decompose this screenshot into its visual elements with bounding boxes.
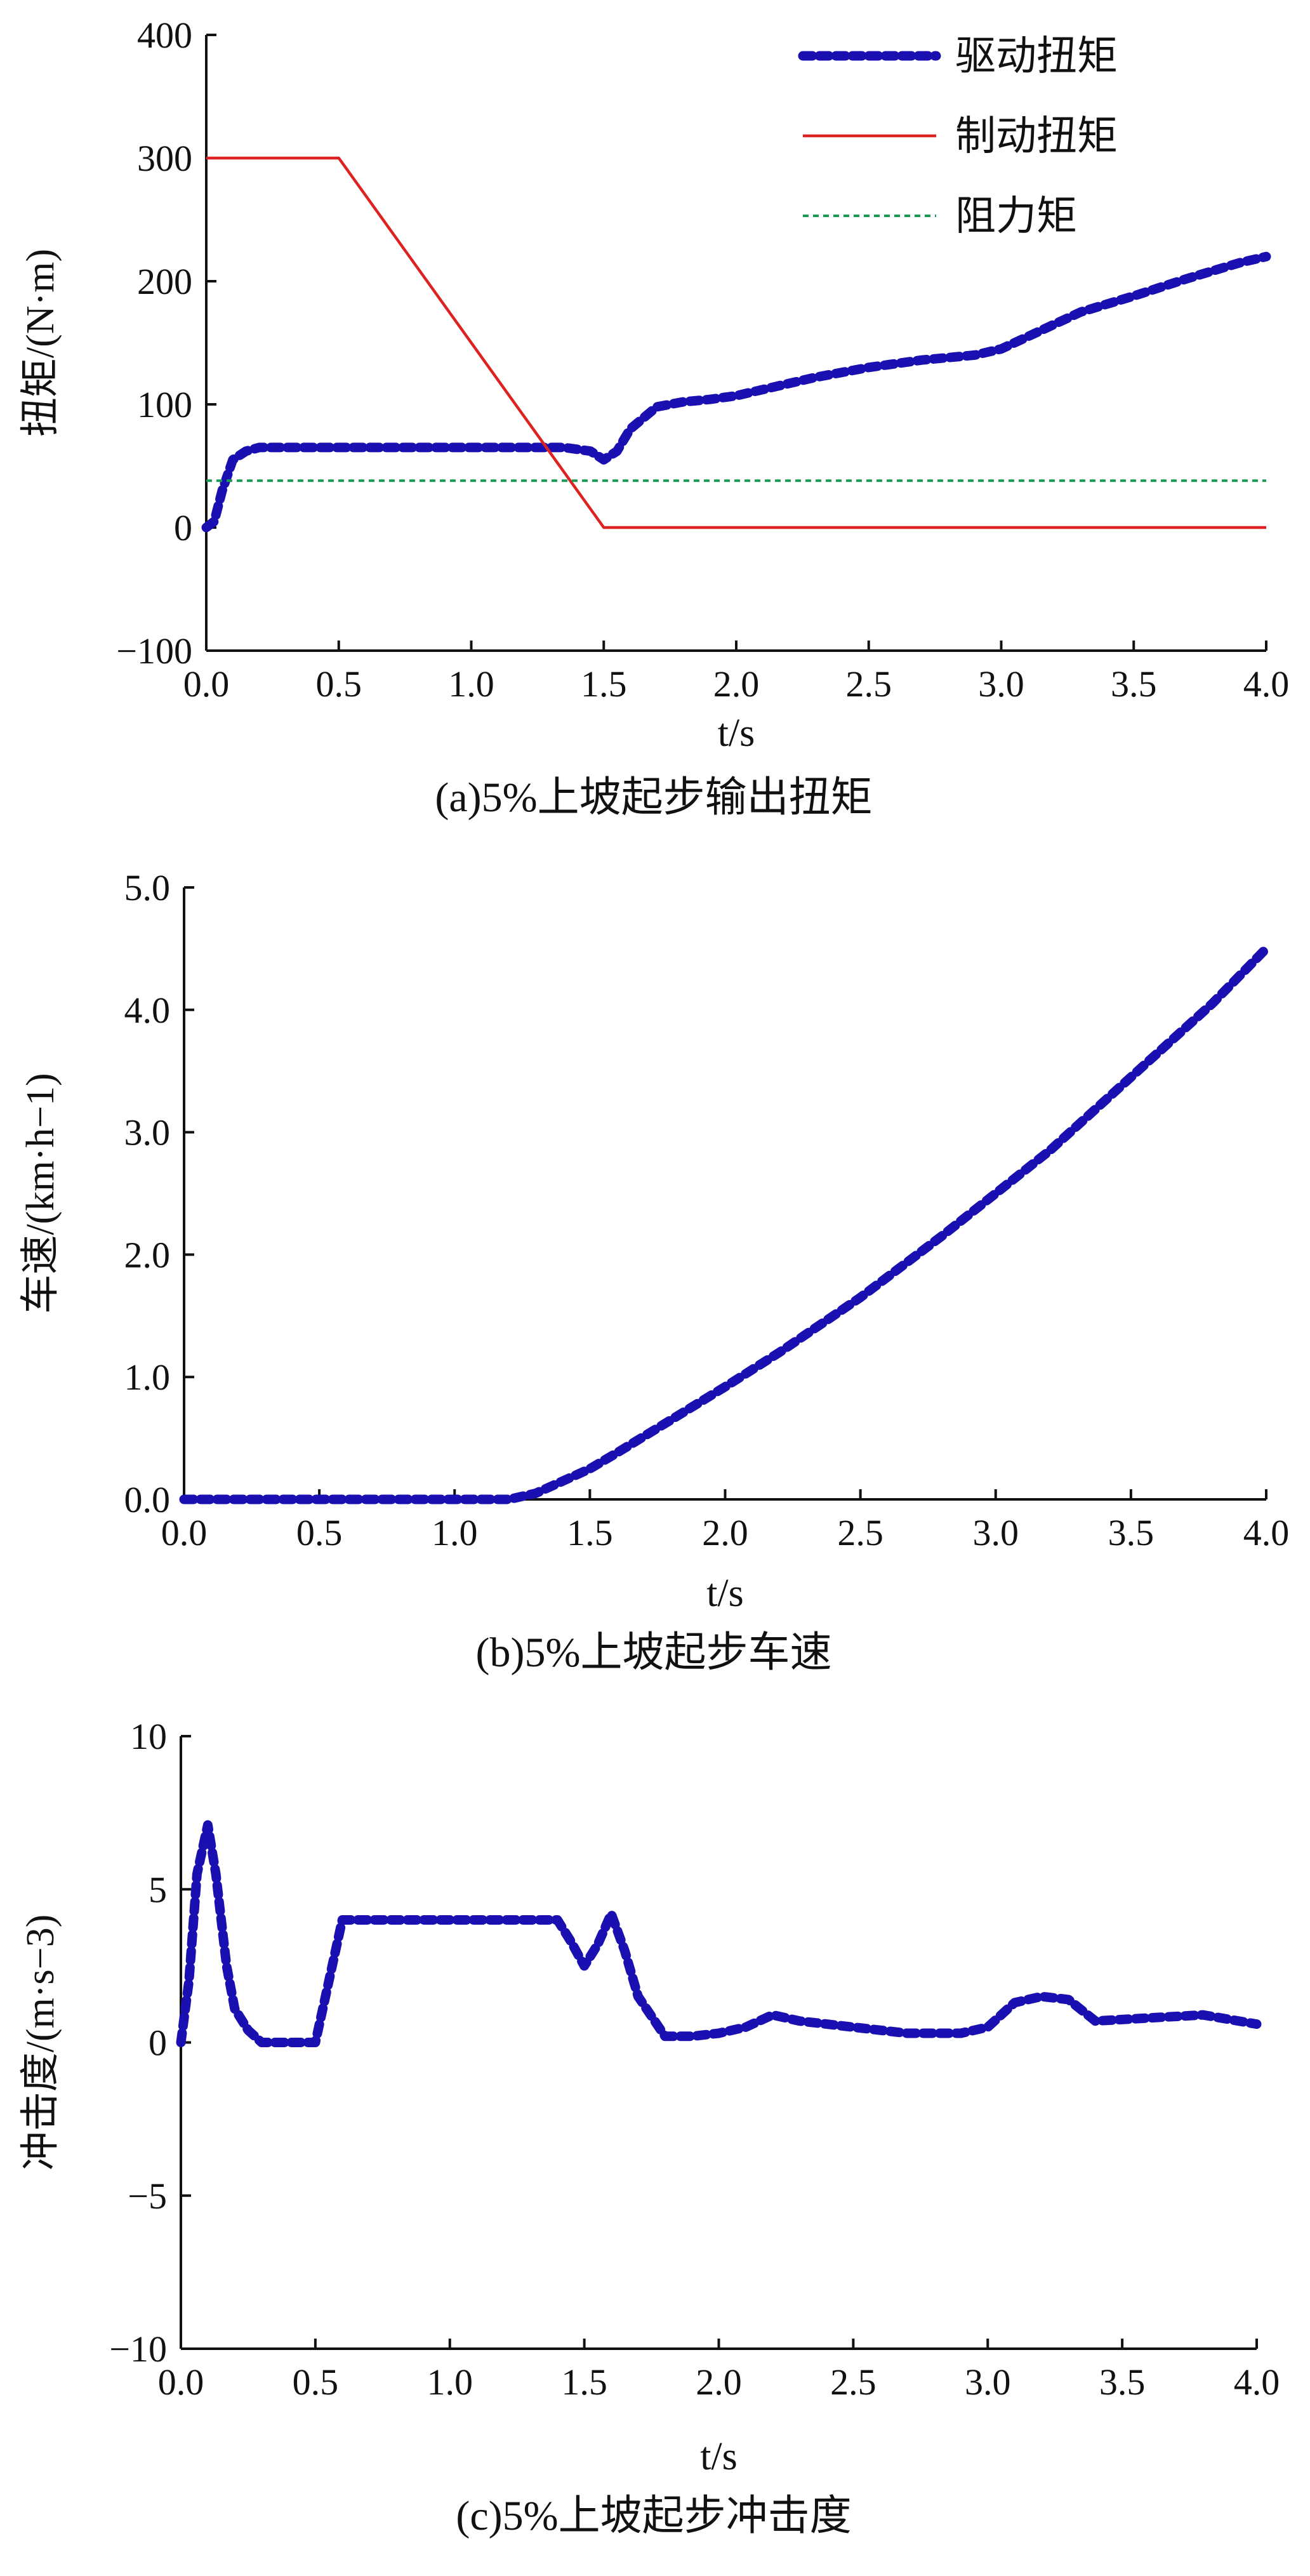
legend-label: 阻力矩 bbox=[955, 193, 1077, 240]
y-tick-label: −5 bbox=[128, 2175, 167, 2217]
x-tick-label: 1.0 bbox=[432, 1512, 478, 1553]
x-axis-label: t/s bbox=[706, 1572, 744, 1615]
x-tick-label: 2.0 bbox=[696, 2361, 742, 2403]
legend-label: 制动扭矩 bbox=[955, 113, 1118, 160]
x-axis-label: t/s bbox=[700, 2435, 738, 2478]
x-tick-label: 0.0 bbox=[161, 1512, 208, 1553]
y-tick-label: 200 bbox=[137, 261, 192, 302]
y-axis-label: 车速/(km·h−1) bbox=[19, 1073, 62, 1313]
x-tick-label: 3.0 bbox=[973, 1512, 1019, 1553]
x-tick-label: 3.5 bbox=[1099, 2361, 1146, 2403]
chart-c: −10 −5 0 5 10 0.0 0.5 1.0 1.5 2.0 2.5 3.0 3.5 4.0 t/s 冲… bbox=[19, 1716, 1280, 2539]
y-tick-label: 400 bbox=[137, 15, 192, 56]
y-tick-label: 5 bbox=[149, 1869, 167, 1910]
x-axis-label: t/s bbox=[718, 712, 755, 755]
y-tick-label: 2.0 bbox=[124, 1234, 171, 1275]
x-tick-label: 3.0 bbox=[978, 663, 1024, 705]
series-line bbox=[176, 1820, 1262, 2047]
x-tick-label: 0.5 bbox=[316, 663, 362, 705]
x-tick-label: 1.0 bbox=[448, 663, 494, 705]
y-tick-label: 0 bbox=[149, 2022, 167, 2064]
x-tick-label: 0.5 bbox=[293, 2361, 339, 2403]
series-line bbox=[206, 156, 1266, 529]
y-tick-label: 300 bbox=[137, 138, 192, 179]
chart-caption: (c)5%上坡起步冲击度 bbox=[456, 2493, 851, 2539]
x-tick-label: 3.5 bbox=[1108, 1512, 1155, 1553]
x-tick-label: 1.5 bbox=[567, 1512, 613, 1553]
x-tick-label: 2.0 bbox=[702, 1512, 748, 1553]
y-tick-label: 0 bbox=[174, 507, 192, 548]
y-axis-label: 扭矩/(N·m) bbox=[19, 249, 62, 437]
x-tick-label: 4.0 bbox=[1234, 2361, 1280, 2403]
x-tick-label: 1.5 bbox=[561, 2361, 607, 2403]
chart-caption: (b)5%上坡起步车速 bbox=[476, 1630, 832, 1676]
y-tick-label: 5.0 bbox=[124, 867, 171, 908]
y-tick-label: −10 bbox=[109, 2328, 167, 2370]
y-tick-label: 10 bbox=[130, 1716, 167, 1757]
y-tick-label: 0.0 bbox=[124, 1479, 171, 1520]
x-tick-label: 3.5 bbox=[1111, 663, 1157, 705]
y-tick-label: 1.0 bbox=[124, 1357, 171, 1398]
x-tick-label: 1.5 bbox=[581, 663, 627, 705]
series-line bbox=[201, 251, 1271, 533]
x-tick-label: 2.0 bbox=[713, 663, 760, 705]
y-tick-label: −100 bbox=[116, 630, 192, 672]
chart-a: −100 0 100 200 300 400 0.0 0.5 1.0 1.5 2.0 2.5 3.0 3.… bbox=[19, 15, 1289, 821]
chart-b: 0.0 1.0 2.0 3.0 4.0 5.0 0.0 0.5 1.0 1.5 2.0 2.5 3.0 3… bbox=[19, 867, 1289, 1676]
x-tick-label: 3.0 bbox=[965, 2361, 1011, 2403]
x-tick-label: 0.5 bbox=[296, 1512, 343, 1553]
y-tick-label: 100 bbox=[137, 384, 192, 425]
legend-label: 驱动扭矩 bbox=[955, 33, 1118, 80]
x-tick-label: 0.0 bbox=[158, 2361, 204, 2403]
y-tick-label: 4.0 bbox=[124, 990, 171, 1031]
y-tick-label: 3.0 bbox=[124, 1112, 171, 1153]
x-tick-label: 2.5 bbox=[837, 1512, 883, 1553]
chart-caption: (a)5%上坡起步输出扭矩 bbox=[435, 774, 872, 821]
x-tick-label: 0.0 bbox=[183, 663, 230, 705]
series-line bbox=[179, 943, 1271, 1504]
x-tick-label: 2.5 bbox=[846, 663, 892, 705]
x-tick-label: 1.0 bbox=[427, 2361, 473, 2403]
x-tick-label: 4.0 bbox=[1243, 1512, 1290, 1553]
x-tick-label: 4.0 bbox=[1243, 663, 1290, 705]
y-axis-label: 冲击度/(m·s−3) bbox=[19, 1915, 62, 2171]
x-tick-label: 2.5 bbox=[830, 2361, 877, 2403]
